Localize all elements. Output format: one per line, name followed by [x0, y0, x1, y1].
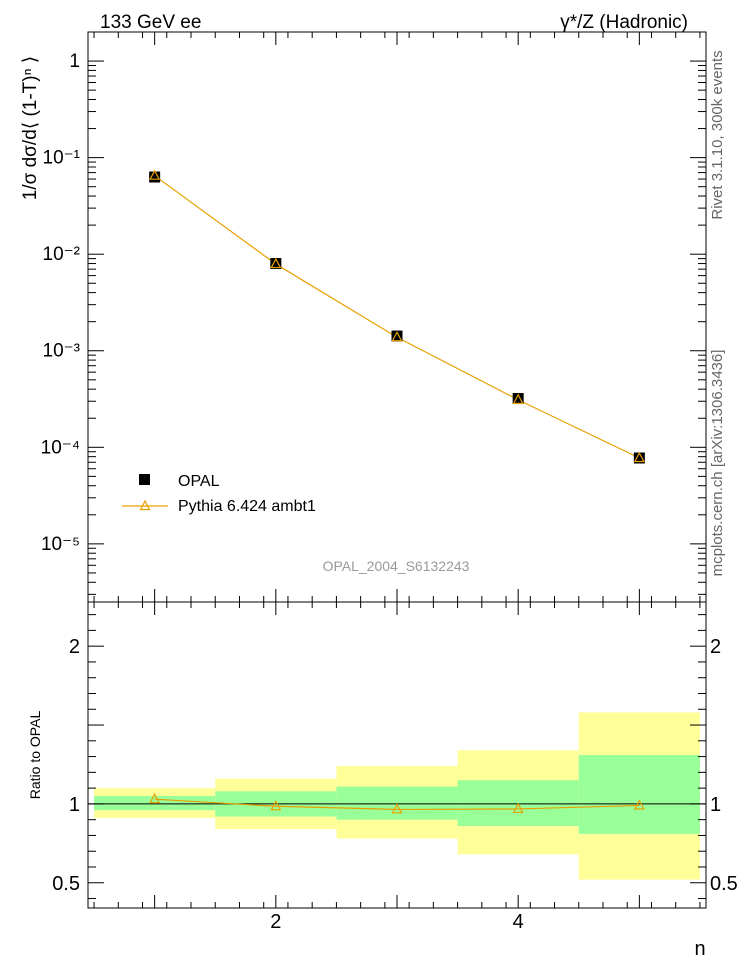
main-ytick-label: 10⁻³	[43, 341, 81, 362]
main-ytick-label: 10⁻²	[43, 244, 81, 265]
xtick-label: 2	[270, 911, 281, 933]
pythia-ratio-point-4	[512, 802, 524, 814]
main-ytick-label: 10⁻⁵	[41, 534, 80, 555]
main-ylabel: 1/σ dσ/d⟨ (1-T)ⁿ ⟩	[20, 56, 41, 200]
ratio-ytick-label-left: 0.5	[52, 873, 80, 895]
opal-point-5	[633, 452, 645, 464]
legend: OPAL Pythia 6.424 ambt1	[122, 473, 316, 515]
pythia-main-line	[154, 175, 640, 459]
opal-point-4	[512, 393, 524, 405]
mcplots-label: mcplots.cern.ch [arXiv:1306.3436]	[709, 350, 726, 577]
pythia-point-2	[270, 257, 282, 269]
pythia-point-4	[512, 393, 524, 404]
pythia-ratio-point-5	[633, 799, 645, 810]
ratio-ytick-label-left: 1	[69, 794, 80, 816]
legend-pythia-label: Pythia 6.424 ambt1	[178, 498, 316, 515]
pythia-ratio-point-3	[391, 803, 403, 814]
opal-point-2	[270, 258, 282, 270]
ratio-band-green-5	[578, 755, 700, 834]
header-right-label: γ*/Z (Hadronic)	[560, 12, 688, 33]
legend-pythia-marker	[139, 499, 151, 511]
main-ytick-label: 10⁻¹	[43, 148, 81, 169]
ratio-ylabel: Ratio to OPAL	[27, 711, 43, 800]
ratio-band-green-3	[336, 786, 458, 820]
main-ytick-label: 1	[69, 51, 80, 72]
ratio-bands	[88, 712, 706, 880]
pythia-ratio-point-2	[270, 799, 282, 811]
main-lines	[154, 175, 640, 459]
legend-opal-label: OPAL	[178, 473, 220, 490]
ratio-ytick-label-right: 0.5	[710, 873, 738, 895]
ratio-lines	[154, 798, 640, 811]
opal-point-3	[391, 330, 403, 342]
opal-point-1	[149, 171, 161, 183]
main-markers	[149, 169, 645, 464]
header-left-label: 133 GeV ee	[100, 12, 201, 33]
ratio-ytick-label-right: 1	[710, 794, 721, 816]
main-ytick-label: 10⁻⁴	[41, 437, 80, 458]
pythia-point-3	[391, 330, 403, 342]
tick-labels: 1 10⁻¹ 10⁻² 10⁻³ 10⁻⁴ 10⁻⁵ 0.5 0.5 1 1 2 2 2 4	[41, 51, 738, 933]
pythia-point-1	[149, 169, 161, 180]
pythia-ratio-point-1	[149, 792, 161, 804]
legend-opal-marker	[139, 474, 150, 485]
x-axis-label: n	[694, 938, 705, 960]
analysis-id-label: OPAL_2004_S6132243	[323, 558, 470, 574]
ratio-ytick-label-left: 2	[69, 636, 80, 658]
pythia-ratio-line	[154, 798, 640, 811]
rivet-version-label: Rivet 3.1.10, 300k events	[709, 50, 726, 219]
ratio-ytick-label-right: 2	[710, 636, 721, 658]
pythia-point-5	[633, 451, 645, 463]
ratio-markers	[149, 792, 645, 814]
axes	[87, 31, 707, 909]
main-frame	[87, 31, 707, 603]
xtick-label: 4	[513, 911, 524, 933]
